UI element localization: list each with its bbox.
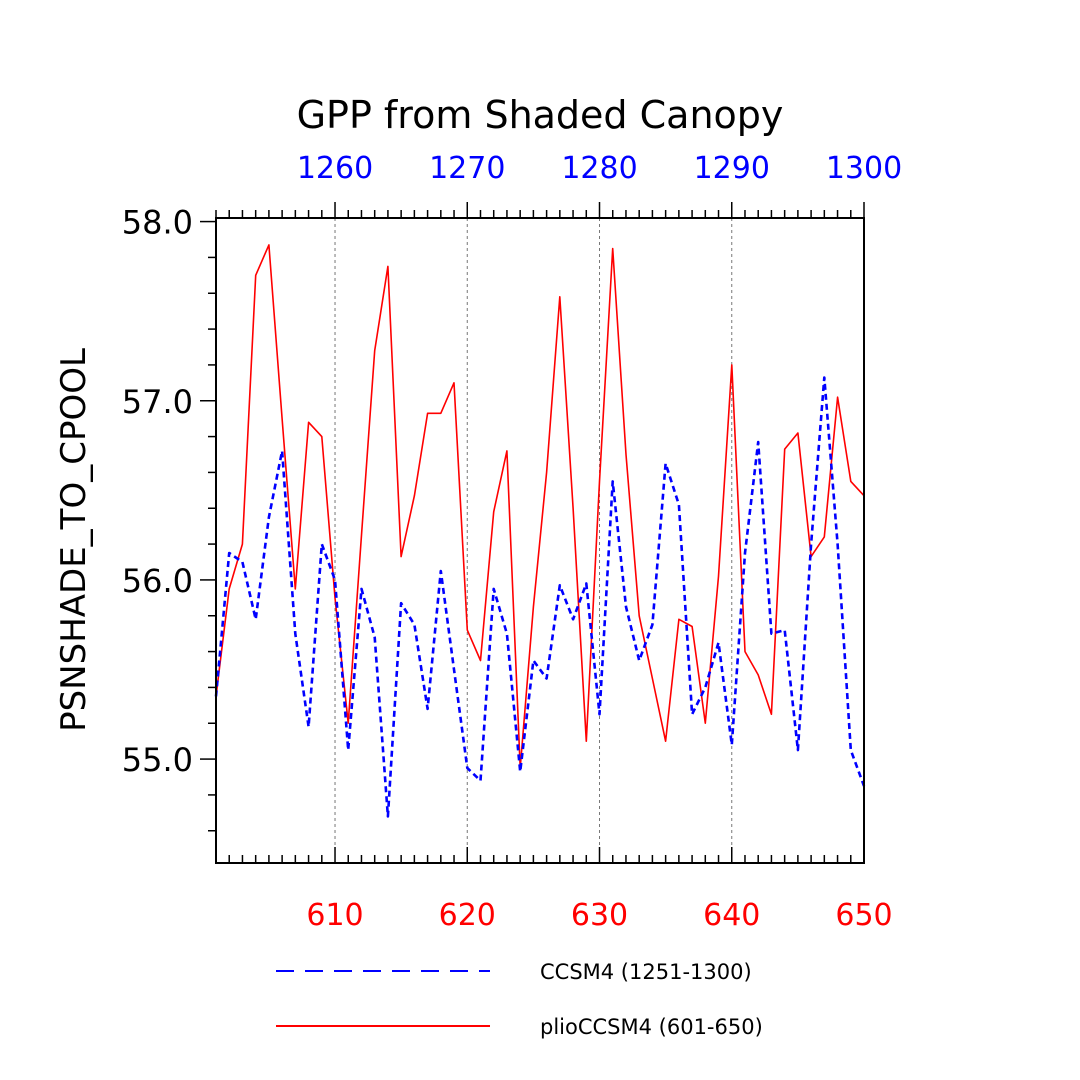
chart-title: GPP from Shaded Canopy xyxy=(297,93,784,137)
axis-ticks xyxy=(200,202,865,863)
grid-lines xyxy=(334,218,733,863)
series-line-ccsm4 xyxy=(214,376,866,818)
x-bottom-tick-label: 620 xyxy=(439,898,496,933)
x-bottom-tick-label: 650 xyxy=(835,898,892,933)
x-top-tick-label: 1260 xyxy=(297,151,373,186)
tick-labels: 55.0 56.0 57.0 58.0 610 620 630 640 650 1260 1270 1… xyxy=(122,151,902,933)
x-top-tick-label: 1300 xyxy=(826,151,902,186)
y-tick-label: 58.0 xyxy=(122,204,193,242)
y-tick-label: 56.0 xyxy=(122,562,193,600)
x-bottom-tick-label: 630 xyxy=(571,898,628,933)
y-axis-label: PSNSHADE_TO_CPOOL xyxy=(54,348,94,732)
x-top-tick-label: 1280 xyxy=(561,151,637,186)
plot-frame xyxy=(215,217,865,864)
x-top-tick-label: 1270 xyxy=(429,151,505,186)
legend-label-pliocssm4: plioCCSM4 (601-650) xyxy=(540,1015,763,1039)
x-top-tick-label: 1290 xyxy=(694,151,770,186)
series-lines xyxy=(214,244,866,818)
legend-label-ccsm4: CCSM4 (1251-1300) xyxy=(540,960,752,984)
y-tick-label: 57.0 xyxy=(122,383,193,421)
x-bottom-tick-label: 640 xyxy=(703,898,760,933)
legend: CCSM4 (1251-1300) plioCCSM4 (601-650) xyxy=(276,960,763,1039)
y-tick-label: 55.0 xyxy=(122,741,193,779)
series-line-pliocssm4 xyxy=(215,244,865,769)
x-bottom-tick-label: 610 xyxy=(306,898,363,933)
